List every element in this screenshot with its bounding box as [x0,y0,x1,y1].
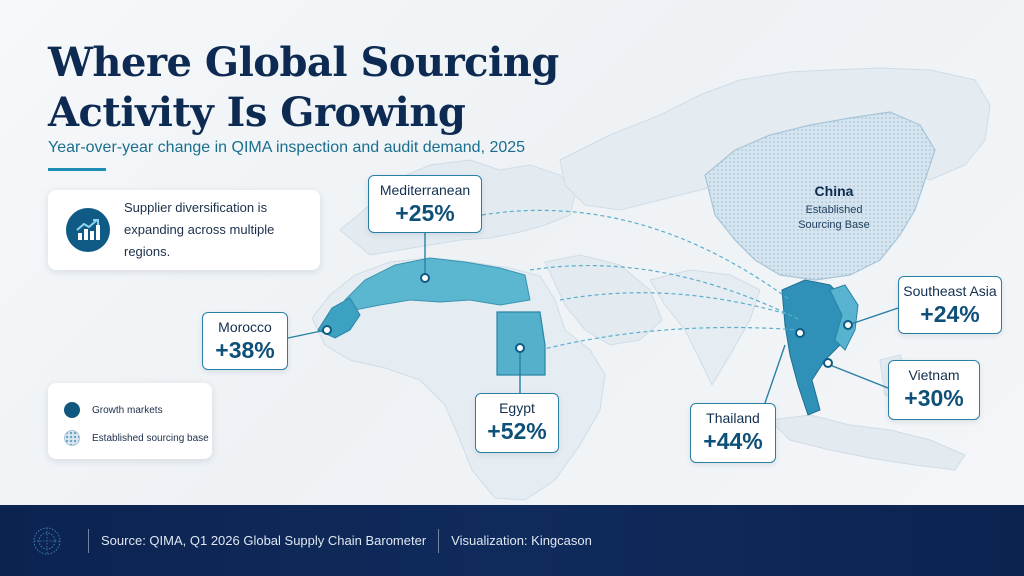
callout-mediterranean: Mediterranean +25% [368,175,482,233]
trend-chart-icon [66,208,110,252]
marker-thailand [795,328,805,338]
callout-name: Mediterranean [379,182,471,198]
marker-mediterranean [420,273,430,283]
marker-vietnam [823,358,833,368]
callout-value: +25% [395,200,455,226]
callout-value: +24% [920,301,980,327]
divider [48,168,106,171]
region-vietnam [829,284,859,351]
world-map [287,67,991,501]
china-note-line2: Sourcing Base [798,219,870,231]
leader-line-southeast-asia [847,307,899,326]
footer-divider [88,528,89,553]
callout-vietnam: Vietnam +30% [888,360,980,420]
region-southeast-asia [781,279,851,416]
growth-swatch [64,402,80,418]
callout-name: Southeast Asia [903,283,997,299]
globe-icon [33,527,61,554]
callout-name: Morocco [218,319,272,335]
callout-southeast-asia: Southeast Asia +24% [898,276,1002,334]
legend: Growth markets Established sourcing base [48,383,212,459]
china-name: China [814,183,854,199]
legend-label-base: Established sourcing base [92,432,209,444]
footer-divider [438,528,440,553]
china-note-line1: Established [805,204,863,216]
footer-credit: Visualization: Kingcason [451,533,592,548]
callout-value: +38% [215,337,275,363]
callout-value: +44% [703,428,763,454]
info-card: Supplier diversification is expanding ac… [48,190,320,270]
page-subtitle: Year-over-year change in QIMA inspection… [48,139,526,156]
leader-line-morocco [287,329,327,339]
leader-line-vietnam [829,364,889,389]
leader-line-thailand [764,344,786,404]
flow-line [481,209,791,301]
flow-line [539,326,801,351]
landmass-middle-east [544,254,663,346]
marker-egypt [515,343,525,353]
callout-name: Vietnam [908,367,960,383]
legend-label-growth: Growth markets [92,404,163,416]
callout-value: +30% [904,385,964,411]
callout-value: +52% [487,418,547,444]
callout-egypt: Egypt +52% [475,393,559,453]
callout-name: Egypt [499,400,535,416]
legend-item-growth: Growth markets [64,397,212,423]
base-swatch [64,430,80,446]
marker-morocco [322,325,332,335]
china-label: China Established Sourcing Base [784,183,884,233]
landmass-india [649,269,761,387]
flow-line [559,292,791,316]
flow-line [529,264,801,321]
page-title: Where Global Sourcing Activity Is Growin… [48,39,559,136]
footer: Source: QIMA, Q1 2026 Global Supply Chai… [0,505,1024,576]
legend-item-base: Established sourcing base [64,425,212,451]
footer-source: Source: QIMA, Q1 2026 Global Supply Chai… [101,533,427,548]
callout-name: Thailand [706,410,760,426]
info-card-text: Supplier diversification is expanding ac… [124,200,275,259]
marker-southeast-asia [843,320,853,330]
callout-morocco: Morocco +38% [202,312,288,370]
region-mediterranean [344,257,531,311]
callout-thailand: Thailand +44% [690,403,776,463]
landmass-indonesia [768,414,966,471]
